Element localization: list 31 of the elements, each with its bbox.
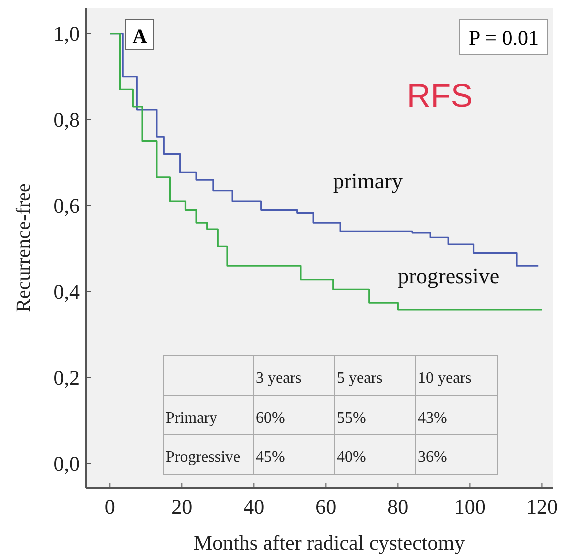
x-tick-label: 100 [454, 495, 486, 519]
annotation: 10 years [418, 370, 472, 387]
y-tick-label: 0,4 [54, 280, 80, 304]
annotation: Primary [166, 410, 218, 427]
annotation: 3 years [256, 370, 302, 387]
annotation: 43% [418, 410, 448, 427]
x-tick-label: 20 [172, 495, 193, 519]
x-tick-label: 0 [104, 495, 116, 519]
annotation: 60% [256, 410, 286, 427]
series-label: primary [333, 168, 404, 194]
y-tick-label: 1,0 [54, 22, 80, 46]
x-tick-label: 40 [244, 495, 265, 519]
x-tick-label: 80 [388, 495, 409, 519]
annotation: RFS [407, 77, 473, 114]
y-tick-label: 0,6 [54, 194, 80, 218]
annotation: 55% [337, 410, 366, 427]
y-tick-label: 0,0 [54, 452, 80, 476]
series-label: progressive [398, 263, 500, 288]
annotation: Progressive [166, 449, 241, 466]
x-tick-label: 60 [316, 495, 337, 519]
x-axis-title: Months after radical cystectomy [194, 531, 466, 555]
annotation: A [132, 26, 148, 48]
annotation: 40% [337, 449, 366, 466]
annotation: 36% [418, 449, 448, 466]
y-tick-label: 0,2 [54, 366, 80, 390]
y-tick-label: 0,8 [54, 108, 80, 132]
annotation: P = 0.01 [469, 26, 539, 50]
x-tick-label: 120 [526, 495, 558, 519]
annotation: 45% [256, 449, 286, 466]
annotation: 5 years [337, 370, 383, 387]
y-axis-title: Recurrence-free [13, 183, 35, 312]
